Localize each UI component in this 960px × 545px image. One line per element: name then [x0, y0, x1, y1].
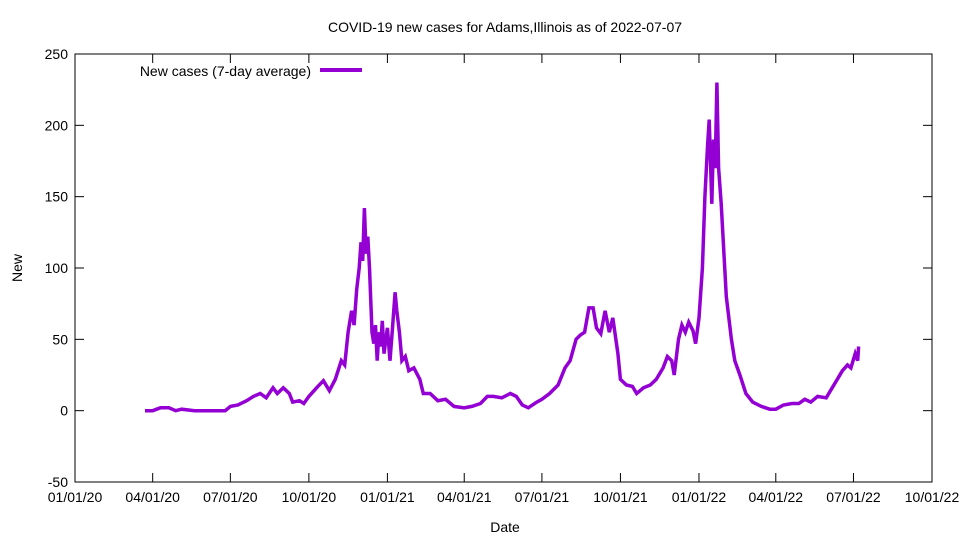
legend-label: New cases (7-day average) — [140, 63, 311, 79]
y-axis-label: New — [9, 253, 25, 282]
y-tick-label: 200 — [45, 117, 69, 133]
x-tick-label: 10/01/22 — [905, 489, 960, 505]
x-tick-label: 04/01/20 — [125, 489, 180, 505]
x-tick-label: 07/01/22 — [826, 489, 881, 505]
x-tick-label: 07/01/20 — [203, 489, 258, 505]
y-tick-label: 150 — [45, 189, 69, 205]
y-tick-label: -50 — [48, 474, 68, 490]
chart-title: COVID-19 new cases for Adams,Illinois as… — [328, 19, 682, 35]
x-axis: 01/01/20 04/01/20 07/01/20 10/01/20 01/01/21… — [48, 54, 960, 505]
series-line-new-cases — [145, 82, 861, 413]
x-tick-label: 10/01/20 — [282, 489, 337, 505]
x-tick-label: 04/01/21 — [437, 489, 492, 505]
y-tick-label: 50 — [52, 331, 68, 347]
legend: New cases (7-day average) — [140, 63, 362, 79]
y-tick-label: 250 — [45, 46, 69, 62]
x-tick-label: 10/01/21 — [593, 489, 648, 505]
x-tick-label: 01/01/21 — [360, 489, 415, 505]
x-tick-label: 01/01/20 — [48, 489, 103, 505]
x-tick-label: 04/01/22 — [749, 489, 804, 505]
x-axis-label: Date — [490, 519, 520, 535]
plot-border — [74, 53, 933, 483]
y-tick-label: 100 — [45, 260, 69, 276]
x-tick-label: 07/01/21 — [515, 489, 570, 505]
y-tick-label: 0 — [60, 403, 68, 419]
x-tick-label: 01/01/22 — [672, 489, 727, 505]
y-axis: -50 0 50 100 150 200 250 — [45, 46, 932, 490]
